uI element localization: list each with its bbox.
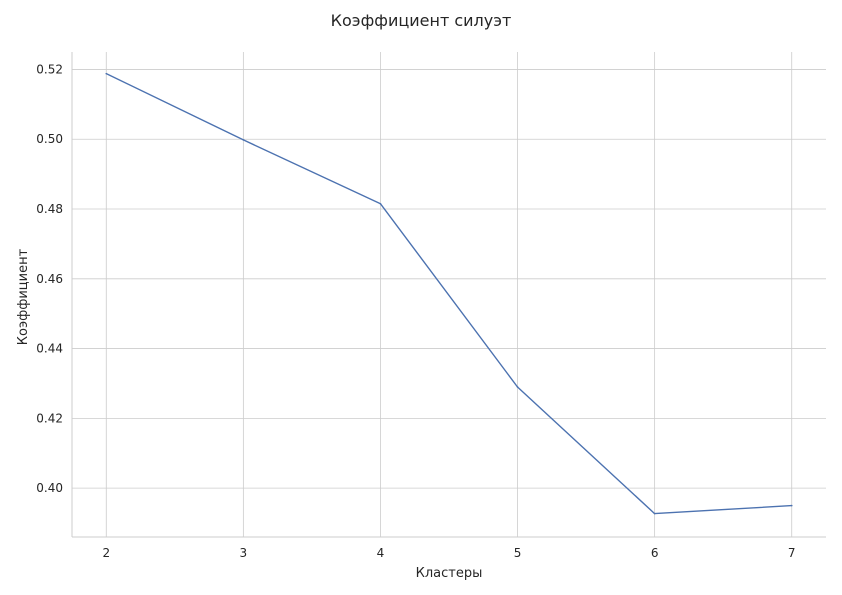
y-tick-label: 0.42 xyxy=(36,411,63,425)
data-point xyxy=(105,72,108,75)
x-tick-label: 6 xyxy=(651,546,659,560)
x-tick-label: 5 xyxy=(514,546,522,560)
y-tick-label: 0.52 xyxy=(36,62,63,76)
x-tick-label: 2 xyxy=(102,546,110,560)
x-tick-labels: 2 3 4 5 6 7 xyxy=(102,546,795,560)
chart-title: Коэффициент силуэт xyxy=(331,11,512,30)
x-tick-label: 7 xyxy=(788,546,796,560)
y-tick-label: 0.44 xyxy=(36,342,63,356)
x-tick-label: 3 xyxy=(240,546,248,560)
x-tick-label: 4 xyxy=(377,546,385,560)
y-axis-label: Коэффициент xyxy=(16,248,31,345)
y-tick-label: 0.46 xyxy=(36,272,63,286)
data-point xyxy=(653,512,656,515)
y-tick-label: 0.50 xyxy=(36,132,63,146)
data-point xyxy=(516,386,519,388)
data-point xyxy=(242,139,245,141)
grid-lines xyxy=(72,52,826,537)
data-point xyxy=(379,202,382,205)
series-line-silhouette xyxy=(105,72,792,515)
series-group xyxy=(105,72,793,515)
y-tick-label: 0.48 xyxy=(36,202,63,216)
data-point xyxy=(790,504,793,507)
x-axis-label: Кластеры xyxy=(416,566,483,581)
y-tick-label: 0.40 xyxy=(36,481,63,495)
y-tick-labels: 0.40 0.42 0.44 0.46 0.48 0.50 0.52 xyxy=(36,62,63,495)
